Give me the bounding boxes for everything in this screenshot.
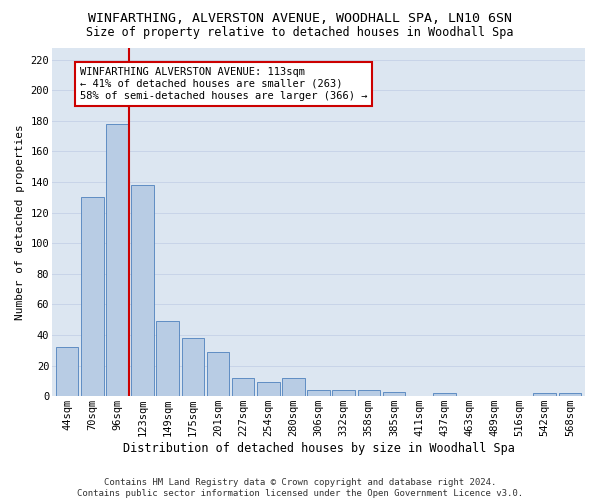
Bar [131,185,154,396]
Bar [533,393,556,396]
Bar [257,382,280,396]
Bar [559,393,581,396]
Text: Size of property relative to detached houses in Woodhall Spa: Size of property relative to detached ho… [86,26,514,39]
Bar [358,390,380,396]
Bar [433,393,455,396]
Bar [56,347,79,396]
Y-axis label: Number of detached properties: Number of detached properties [15,124,25,320]
Bar [307,390,330,396]
Text: WINFARTHING ALVERSTON AVENUE: 113sqm
← 41% of detached houses are smaller (263)
: WINFARTHING ALVERSTON AVENUE: 113sqm ← 4… [80,68,367,100]
Bar [81,198,104,396]
Bar [206,352,229,396]
Bar [232,378,254,396]
Text: WINFARTHING, ALVERSTON AVENUE, WOODHALL SPA, LN10 6SN: WINFARTHING, ALVERSTON AVENUE, WOODHALL … [88,12,512,26]
Bar [383,392,405,396]
Bar [182,338,204,396]
X-axis label: Distribution of detached houses by size in Woodhall Spa: Distribution of detached houses by size … [122,442,514,455]
Bar [332,390,355,396]
Text: Contains HM Land Registry data © Crown copyright and database right 2024.
Contai: Contains HM Land Registry data © Crown c… [77,478,523,498]
Bar [157,321,179,396]
Bar [282,378,305,396]
Bar [106,124,129,396]
